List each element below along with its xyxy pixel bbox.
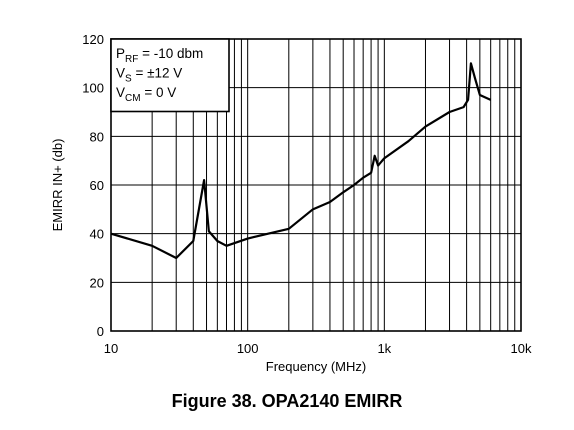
conditions-box [110, 38, 230, 113]
condition-line: VCM = 0 V [116, 85, 176, 104]
y-tick-label: 40 [90, 227, 104, 242]
x-axis-title: Frequency (MHz) [266, 359, 366, 374]
y-tick-label: 0 [97, 324, 104, 339]
x-tick-label: 10k [511, 341, 532, 356]
y-tick-label: 60 [90, 178, 104, 193]
x-tick-label: 10 [104, 341, 118, 356]
y-tick-label: 120 [82, 32, 104, 47]
condition-line: PRF = -10 dbm [116, 46, 203, 65]
plot-frame [110, 38, 522, 332]
x-tick-label: 100 [237, 341, 259, 356]
y-tick-label: 20 [90, 275, 104, 290]
condition-line: VS = ±12 V [116, 66, 182, 85]
y-axis-title: EMIRR IN+ (db) [50, 139, 65, 232]
emirr-series-line [110, 62, 492, 260]
y-tick-label: 100 [82, 81, 104, 96]
x-tick-label: 1k [377, 341, 391, 356]
figure-caption: Figure 38. OPA2140 EMIRR [171, 391, 403, 411]
y-tick-label: 80 [90, 129, 104, 144]
